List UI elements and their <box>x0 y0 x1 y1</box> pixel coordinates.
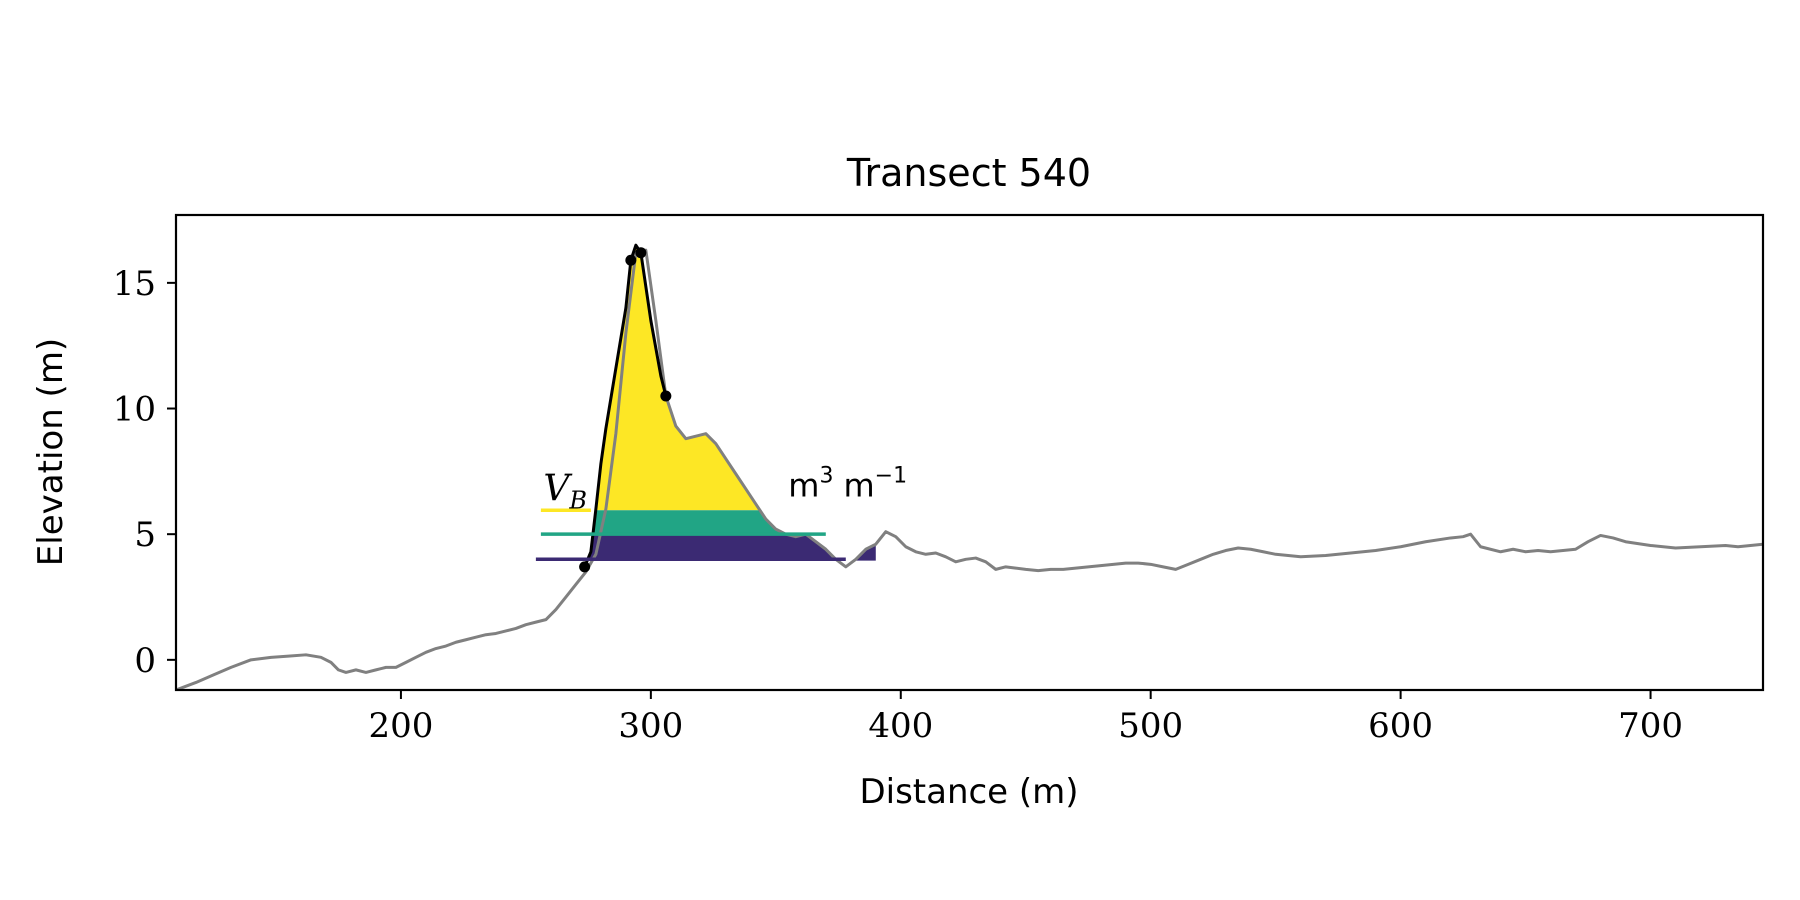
y-tick-label: 0 <box>134 641 156 681</box>
units-sup1: 3 <box>819 463 833 488</box>
volume-band-middle <box>593 510 786 535</box>
dune-marker <box>635 247 647 259</box>
units-annotation: m3 m−1 <box>788 463 907 504</box>
x-tick-label: 300 <box>618 706 683 746</box>
x-tick-label: 400 <box>868 706 933 746</box>
x-tick-label: 200 <box>368 706 433 746</box>
dune-marker <box>625 254 637 266</box>
volume-bands <box>587 245 876 561</box>
volume-label-lines <box>535 508 846 562</box>
y-tick-label: 5 <box>134 515 156 555</box>
vb-annotation: VB <box>543 468 587 514</box>
x-tick-label: 500 <box>1118 706 1183 746</box>
plot-frame <box>174 213 1765 692</box>
dune-marker <box>660 390 672 402</box>
x-tick-label: 700 <box>1618 706 1683 746</box>
vb-subscript: B <box>568 486 587 514</box>
units-m2: m <box>843 466 874 504</box>
x-axis: 200 300 400 500 600 700 <box>368 690 1683 746</box>
x-tick-label: 600 <box>1368 706 1433 746</box>
dune-marker <box>579 561 591 573</box>
volume-band-upper <box>595 245 760 511</box>
y-axis: 0 5 10 15 <box>113 264 176 681</box>
dune-outline-line <box>583 243 668 568</box>
profile-layer <box>176 243 1763 690</box>
volume-band-lower <box>587 534 837 561</box>
units-m1: m <box>788 466 819 504</box>
dune-markers <box>579 247 672 573</box>
vb-main: V <box>543 468 573 509</box>
chart-title: Transect 540 <box>846 151 1091 195</box>
profile-line <box>176 248 1763 690</box>
units-sup2: −1 <box>875 463 907 488</box>
x-axis-label: Distance (m) <box>859 772 1078 812</box>
y-tick-label: 10 <box>113 390 156 430</box>
y-tick-label: 15 <box>113 264 156 304</box>
y-axis-label: Elevation (m) <box>31 338 71 566</box>
